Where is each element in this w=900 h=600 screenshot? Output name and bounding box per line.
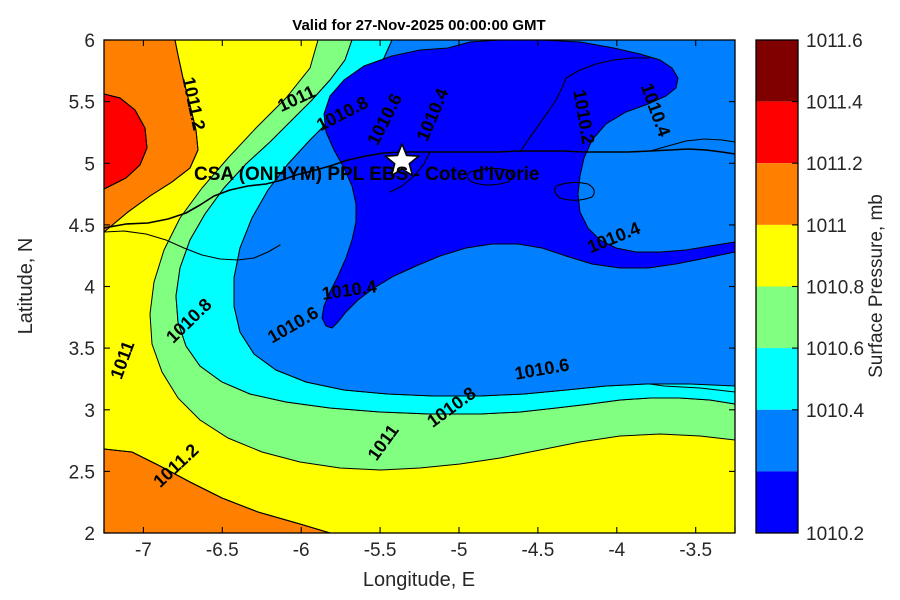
contour-line-1011.4	[104, 93, 148, 190]
colorbar-group: 1011.6 1011.4 1011.2 1011 1010.8 1010.6 …	[755, 31, 887, 545]
river-line-n	[565, 57, 651, 79]
x-tick-label-0: -7	[135, 540, 152, 561]
y-tick-label-1: 2.5	[69, 462, 95, 483]
y-tick-label-6: 5	[84, 154, 95, 175]
colorbar-tick-label-5: 1010.6	[806, 339, 864, 360]
site-annotation-label: CSA (ONHYM) PPL EBS - Cote d'Ivorie	[194, 164, 540, 185]
x-tick-label-2: -6	[293, 540, 310, 561]
colorbar-band-5	[756, 348, 798, 410]
x-tick-label-5: -4.5	[522, 540, 555, 561]
contour-line-group	[104, 40, 331, 533]
lagoon-outline	[554, 181, 595, 201]
contour-line-1011.2	[104, 40, 199, 233]
coastline-branch-west	[104, 230, 281, 261]
colorbar-band-6	[756, 409, 798, 472]
site-marker-group[interactable]	[384, 143, 420, 177]
y-tick-label-7: 5.5	[69, 93, 95, 114]
river-line-ne	[519, 77, 567, 153]
colorbar-tick-label-4: 1010.8	[806, 278, 864, 299]
contour-band-1010.2-1010.3-low-centre	[321, 40, 735, 329]
figure-title: Valid for 27-Nov-2025 00:00:00 GMT	[292, 17, 545, 34]
colorbar-band-1	[756, 101, 798, 164]
y-tick-label-3: 3.5	[69, 339, 95, 360]
x-axis-tick-labels: -7 -6.5 -6 -5.5 -5 -4.5 -4 -3.5	[135, 540, 712, 561]
x-axis-label: Longitude, E	[363, 569, 475, 591]
x-tick-label-4: -5	[451, 540, 468, 561]
contour-fill-group	[104, 40, 735, 533]
y-axis-tick-labels: 2 2.5 3 3.5 4 4.5 5 5.5 6	[69, 31, 96, 545]
colorbar-band-7	[756, 471, 798, 533]
y-tick-label-5: 4.5	[69, 216, 95, 237]
colorbar-band-2	[756, 163, 798, 225]
colorbar-tick-label-3: 1011	[806, 216, 847, 237]
x-tick-label-1: -6.5	[206, 540, 239, 561]
colorbar-tick-label-7: 1010.2	[806, 524, 864, 545]
y-axis-ticks	[104, 39, 735, 534]
colorbar-band-4	[756, 286, 798, 349]
colorbar-tick-label-1: 1011.4	[806, 93, 863, 114]
y-tick-label-4: 4	[84, 278, 95, 299]
x-tick-label-6: -4	[608, 540, 625, 561]
y-tick-label-0: 2	[84, 524, 95, 545]
colorbar-tick-label-6: 1010.4	[806, 401, 865, 422]
river-line-sw	[389, 151, 431, 193]
colorbar-band-3	[756, 224, 798, 287]
x-tick-label-7: -3.5	[679, 540, 712, 561]
colorbar-tick-label-2: 1011.2	[806, 154, 863, 175]
star-marker[interactable]	[384, 143, 420, 177]
contour-line-1011.2-south	[104, 448, 331, 533]
y-tick-label-2: 3	[84, 401, 95, 422]
colorbar-axis-label: Surface Pressure, mb	[866, 194, 887, 378]
river-line-east	[649, 138, 735, 152]
y-axis-label: Latitude, N	[15, 238, 37, 335]
colorbar-tick-label-0: 1011.6	[806, 31, 863, 52]
x-axis-ticks	[103, 40, 736, 533]
x-tick-label-3: -5.5	[364, 540, 397, 561]
lagoon-outline-2	[466, 167, 513, 186]
y-tick-label-8: 6	[84, 31, 95, 52]
colorbar-band-0	[756, 40, 798, 102]
